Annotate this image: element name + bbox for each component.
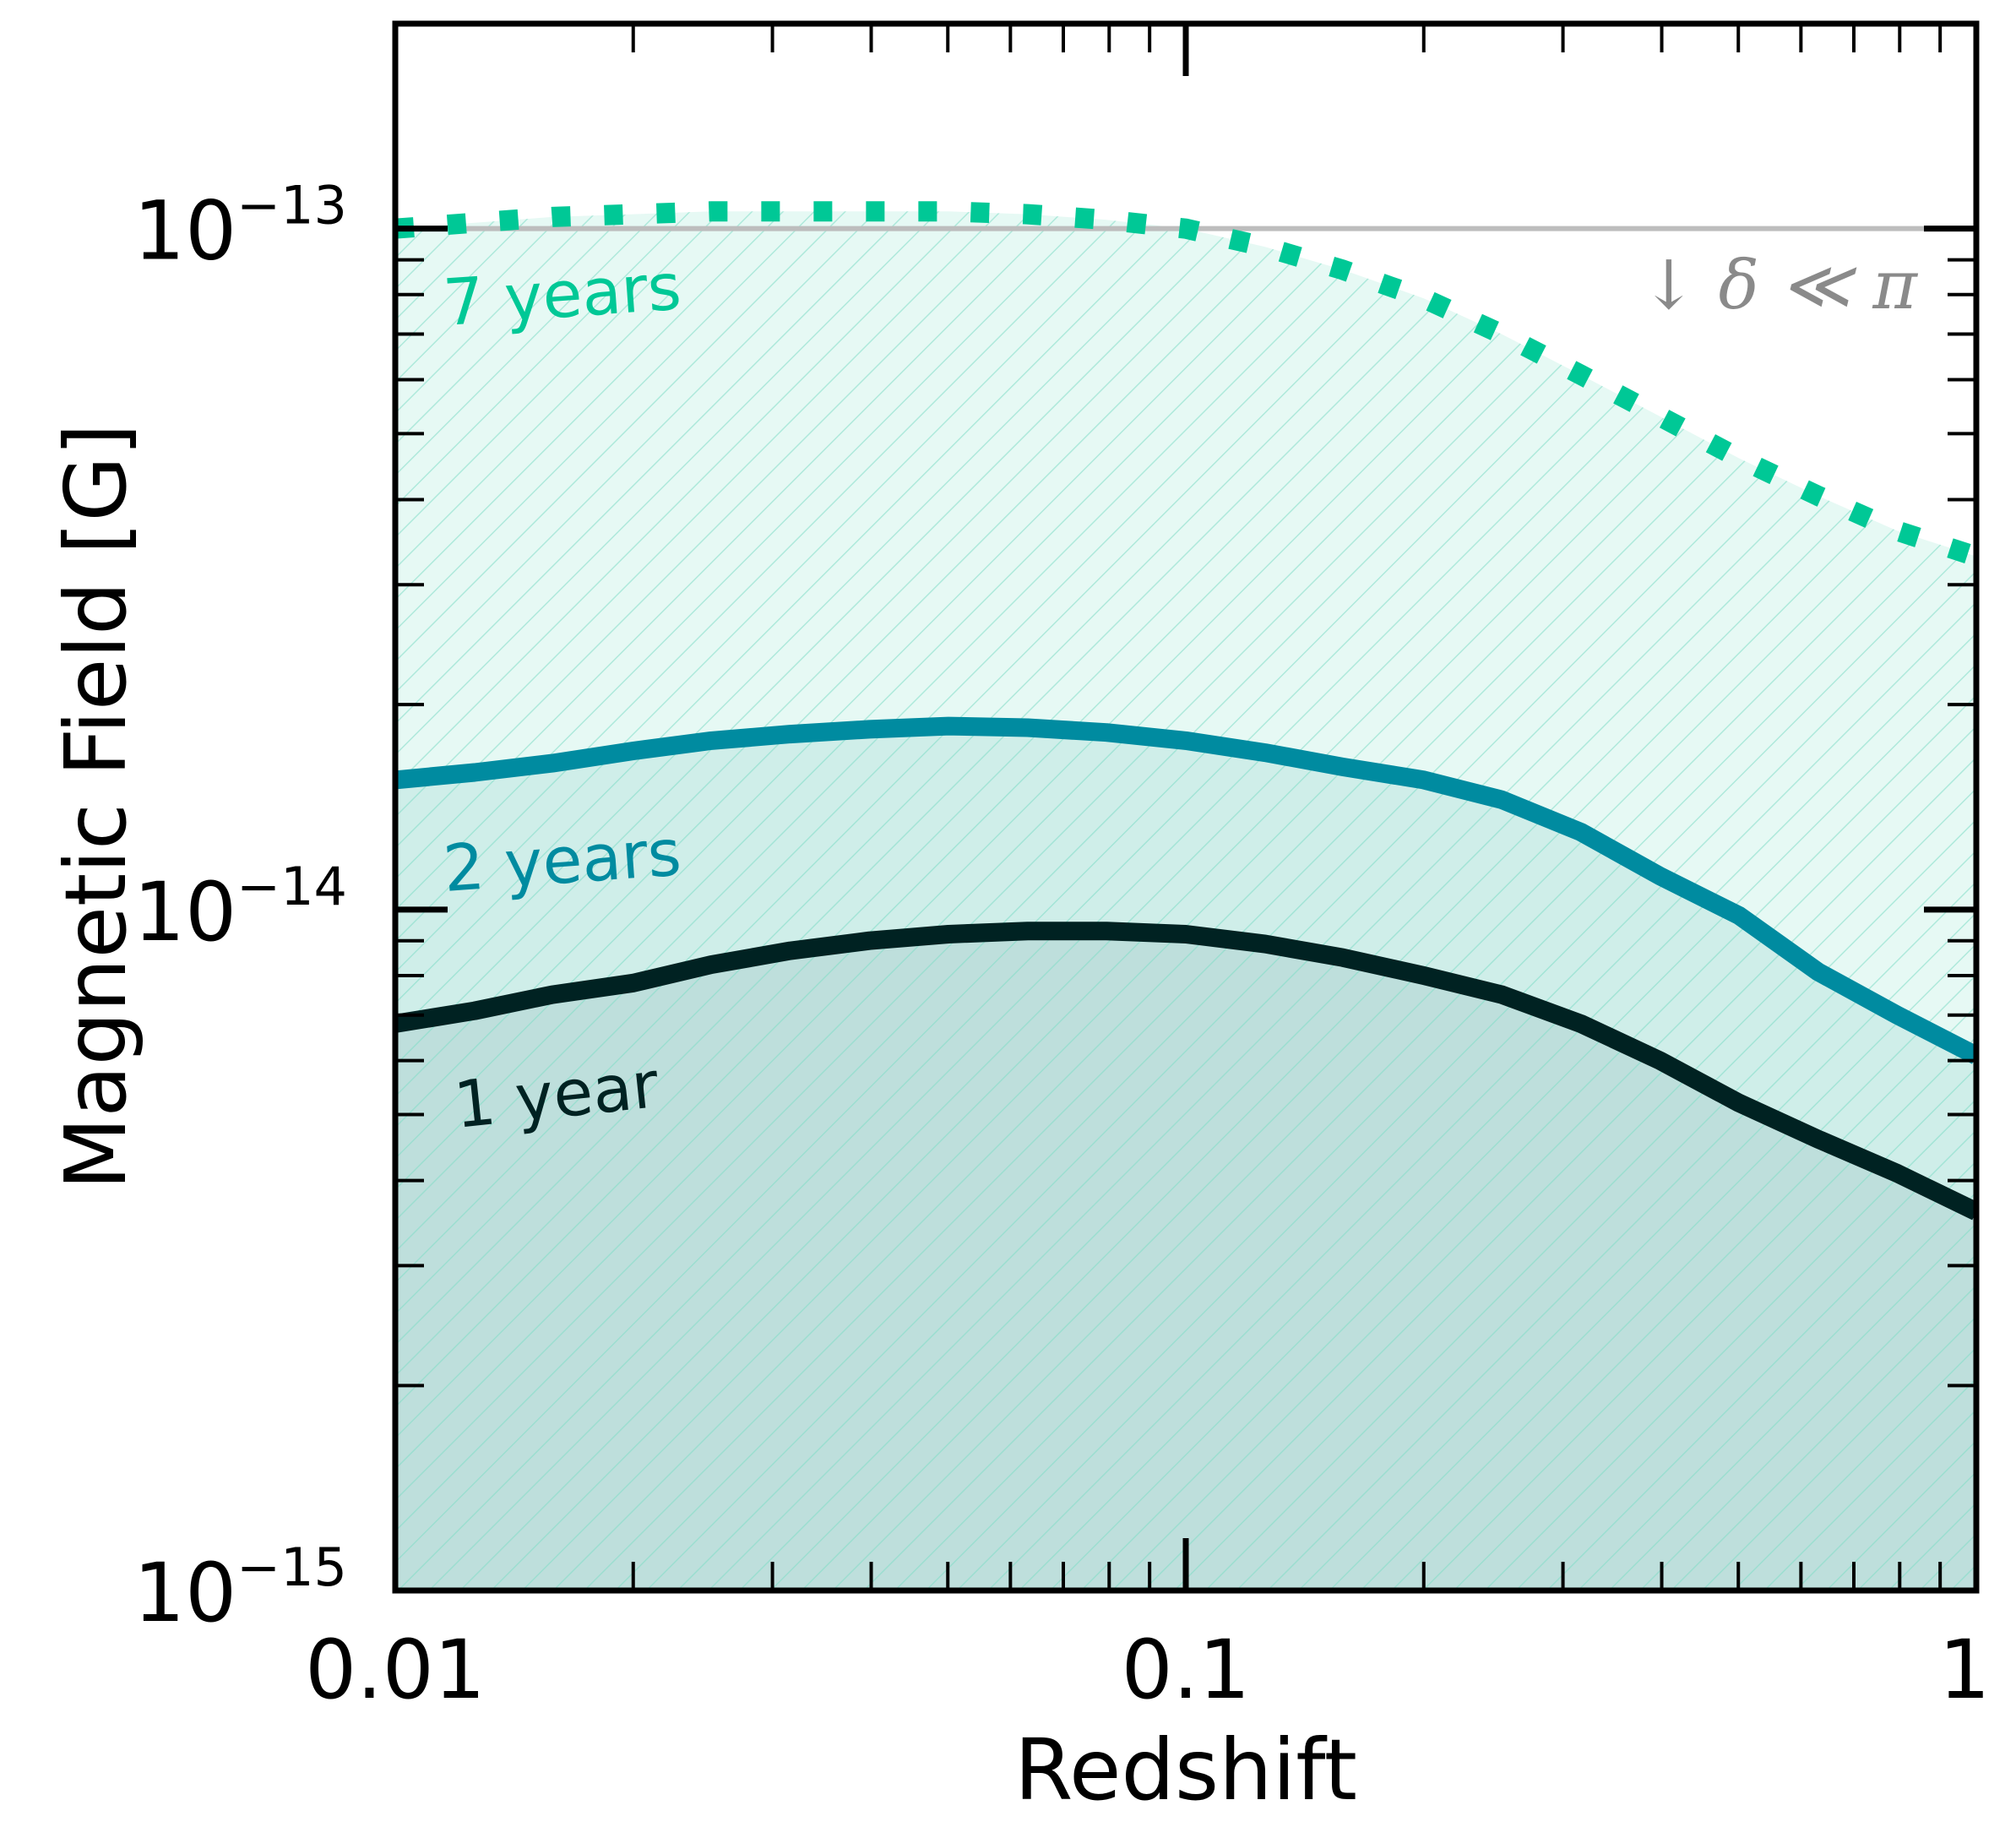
plot-frame bbox=[392, 20, 1980, 1594]
series-line-2 bbox=[395, 922, 1976, 1221]
series-label-1: 2 years bbox=[441, 815, 683, 906]
plot-area bbox=[395, 201, 1976, 1591]
hatch-fill bbox=[395, 211, 1976, 1591]
x-tick-label: 1 bbox=[1938, 1623, 1990, 1717]
x-tick-label: 0.01 bbox=[305, 1623, 486, 1717]
series-label-0: 7 years bbox=[441, 249, 683, 340]
y-tick-label: 10−15 bbox=[133, 1536, 347, 1640]
y-tick-label: 10−14 bbox=[133, 856, 347, 960]
x-axis-title: Redshift bbox=[1014, 1721, 1357, 1819]
series-lines bbox=[395, 201, 1976, 1221]
y-tick-label: 10−13 bbox=[133, 175, 347, 279]
y-axis-title: Magnetic Field [G] bbox=[46, 423, 145, 1190]
reference-line-label: ↓ δ ≪ π bbox=[1640, 246, 1918, 324]
series-line-0 bbox=[395, 201, 1976, 567]
series-line-1 bbox=[395, 716, 1976, 1064]
tick-labels: 0.01 0.1 1 10−15 10−14 10−13 bbox=[133, 175, 1991, 1717]
hatch-pattern bbox=[395, 211, 1976, 1591]
x-tick-label: 0.1 bbox=[1122, 1623, 1251, 1717]
